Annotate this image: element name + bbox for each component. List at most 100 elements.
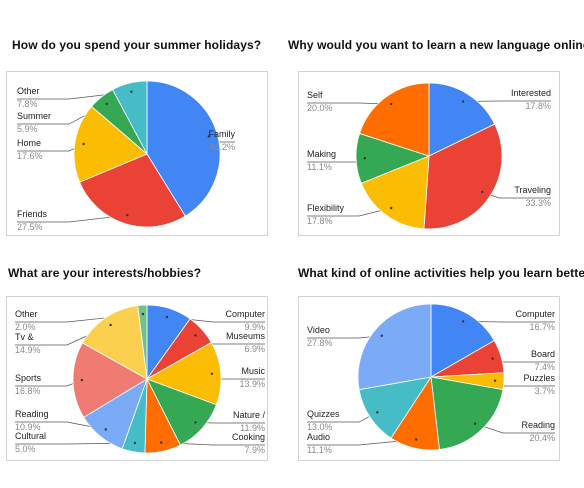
pie-learn-language: Interested 17.8% Traveling 33.3% Flexibility… [307,82,551,230]
slice-label-home: Home [17,138,41,148]
leader-dot-video [380,334,383,337]
slice-percent-nature: 11.9% [240,423,265,433]
slice-percent-friends: 27.5% [17,222,43,232]
slice-percent-audio: 11.1% [307,445,332,455]
slice-percent-tv: 14.9% [15,345,41,355]
chart-title-interests-hobbies: What are your interests/hobbies? [8,266,202,280]
slice-percent-making: 11.1% [307,162,332,172]
leader-dot-home [82,142,85,146]
slice-percent-flexibility: 17.8% [307,216,333,226]
chart-online-activities: Computer 16.7% Board 7.4% Puzzles 3.7% Reading… [298,296,560,461]
leader-dot-reading [473,422,477,425]
leader-dot-computer [165,315,169,319]
slice-label-self: Self [307,90,323,100]
slice-labels: Computer 9.9%Museums 6.9% Music 13.9% Nature … [15,309,265,455]
leader-dot-music [210,372,214,375]
leader-dot-nature [194,421,197,424]
leader-dot-friends [126,214,129,217]
pie-slices [355,82,503,230]
chart-title-learn-language: Why would you want to learn a new langua… [288,38,584,52]
slice-label-sports: Sports [15,373,42,383]
slice-percent-reading: 10.9% [15,422,41,432]
pie-summer-holidays: Family 41.2% Friends 27.5% Home 17.6% Summer 5.… [17,80,235,232]
slice-label-board: Board [531,349,555,359]
leader-dot-summer [105,102,109,106]
slice-percent-board: 7.4% [534,362,555,372]
chart-interests-hobbies: Computer 9.9% Museums 6.9% Music 13.9% Nature … [6,296,268,461]
slice-percent-computer: 16.7% [529,322,555,332]
slice-label-friends: Friends [17,209,48,219]
slice-percent-cooking: 7.9% [244,445,265,455]
leader-dot-other [130,90,133,93]
slice-percent-sports: 16.8% [15,386,41,396]
slice-label-museums: Museums [226,331,266,341]
pie-slice-quizzes [358,376,432,439]
leader-dot-reading [104,428,108,431]
leader-dot-family [207,135,210,138]
slice-percent-home: 17.6% [17,151,43,161]
slice-labels: Computer 16.7% Board 7.4%Puzzles 3.7% Reading… [307,309,555,455]
leader-dot-traveling [481,190,484,194]
pie-slices [72,304,222,454]
slice-percent-video: 27.8% [307,338,333,348]
slice-label-puzzles: Puzzles [523,373,555,383]
pie-slice-computer [430,303,495,378]
slice-label-family: Family [209,129,236,139]
pie-slice-other [112,80,148,155]
leader-dot-tv [109,323,112,327]
slice-label-other: Other [17,86,40,96]
slice-label-music: Music [241,366,265,376]
slice-percent-other: 7.8% [17,99,38,109]
chart-learn-language: Interested 17.8% Traveling 33.3% Flexibility… [298,71,560,236]
leader-dot-cooking [160,441,163,444]
slice-percent-self: 20.0% [307,103,333,113]
pie-slice-flexibility [360,155,430,230]
slice-labels: Interested 17.8% Traveling 33.3% Flexibility… [307,88,551,226]
leader-dot-making [363,157,366,160]
leader-line-friends [17,214,128,223]
slice-percent-other: 2.0% [15,322,36,332]
leader-dot-puzzles [493,379,497,382]
pie-slice-self [359,82,430,157]
slice-percent-traveling: 33.3% [525,198,551,208]
slice-percent-computer: 9.9% [244,322,265,332]
slice-percent-cultural: 5.0% [15,444,36,454]
slice-percent-puzzles: 3.7% [534,386,555,396]
leader-dot-museums [194,334,197,337]
leader-dot-interested [461,100,465,103]
slice-label-flexibility: Flexibility [307,203,345,213]
slice-label-cooking: Cooking [232,432,265,442]
leader-dot-flexibility [390,206,393,210]
slice-label-tv: Tv & [15,332,34,342]
pie-slice-tv [81,305,148,380]
leader-dot-cultural [133,441,137,445]
slice-percent-reading: 20.4% [529,433,555,443]
pie-slice-video [357,303,432,391]
pie-slices [73,80,221,228]
leader-dot-other [141,312,145,316]
slice-percent-summer: 5.9% [17,124,38,134]
pie-slice-traveling [423,123,503,230]
slice-label-other: Other [15,309,38,319]
pie-slice-family [146,80,221,217]
slice-labels: Family 41.2% Friends 27.5% Home 17.6% Summer 5.… [17,86,235,232]
slice-percent-music: 13.9% [239,379,265,389]
pie-slice-friends [79,153,186,228]
leader-dot-audio [415,438,418,441]
slice-label-interested: Interested [511,88,551,98]
leader-dot-sports [80,378,84,382]
slice-label-video: Video [307,325,330,335]
slice-label-computer: Computer [515,309,555,319]
slice-percent-museums: 6.9% [244,344,265,354]
pie-slice-reading [430,376,504,450]
slice-label-cultural: Cultural [15,431,46,441]
leader-dot-quizzes [376,411,379,414]
pie-interests-hobbies: Computer 9.9%Museums 6.9% Music 13.9% Nature … [15,304,265,455]
slice-label-traveling: Traveling [514,185,551,195]
pie-slice-music [146,341,222,406]
chart-title-summer-holidays: How do you spend your summer holidays? [12,38,262,52]
slice-label-summer: Summer [17,111,51,121]
slice-label-audio: Audio [307,432,330,442]
slice-label-nature: Nature / [233,410,266,420]
slice-label-reading: Reading [521,420,555,430]
